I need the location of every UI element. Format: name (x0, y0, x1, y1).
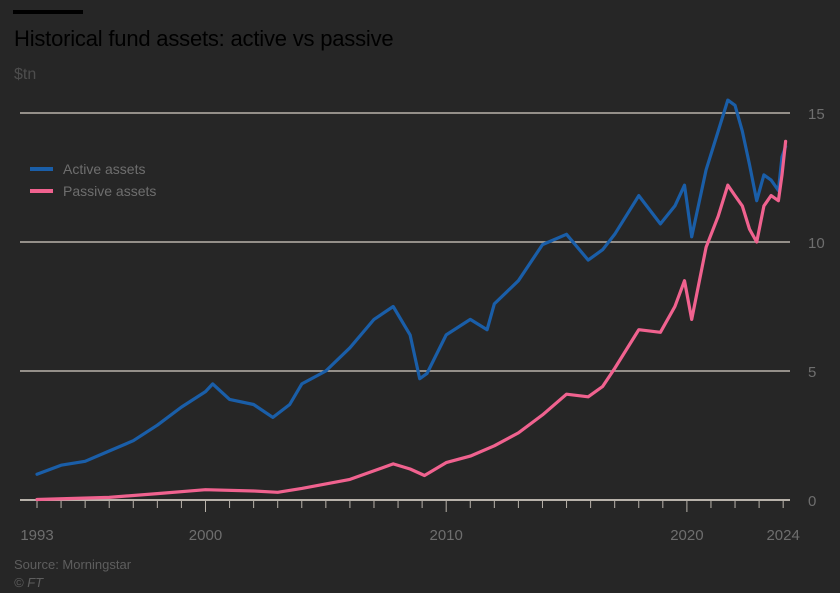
legend-label-passive: Passive assets (63, 183, 157, 199)
series-line-passive (35, 139, 788, 502)
legend-swatch-active (30, 167, 53, 171)
x-tick-label: 2024 (766, 527, 799, 544)
y-tick-label: 5 (808, 364, 816, 381)
y-tick-label: 15 (808, 106, 825, 123)
legend-swatch-passive (30, 189, 53, 193)
legend-item-passive: Passive assets (30, 180, 156, 202)
copyright-note: © FT (14, 575, 44, 590)
y-tick-label: 10 (808, 235, 825, 252)
x-tick-label: 1993 (20, 527, 53, 544)
chart-title: Historical fund assets: active vs passiv… (14, 26, 394, 51)
series-line-active (35, 98, 788, 476)
x-tick-label: 2000 (189, 527, 222, 544)
legend: Active assets Passive assets (30, 158, 156, 202)
source-note: Source: Morningstar (14, 557, 132, 572)
legend-item-active: Active assets (30, 158, 156, 180)
y-tick-label: 0 (808, 493, 816, 510)
x-tick-label: 2010 (430, 527, 463, 544)
x-tick-label: 2020 (670, 527, 703, 544)
y-axis-unit-label: $tn (14, 66, 37, 83)
legend-label-active: Active assets (63, 161, 146, 177)
ft-top-bar (13, 10, 83, 14)
